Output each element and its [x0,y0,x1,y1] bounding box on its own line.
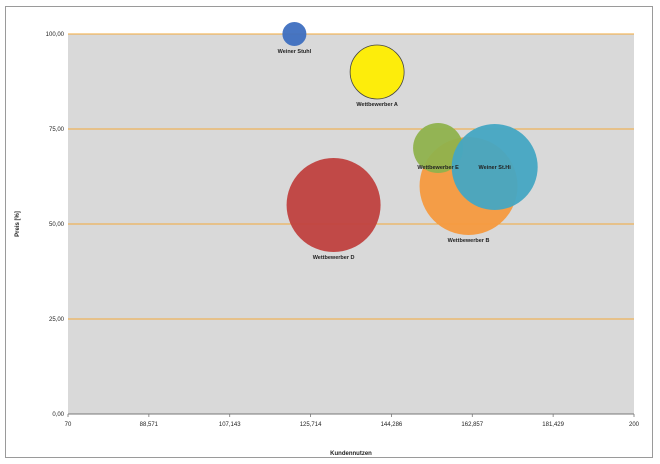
x-axis-title: Kundennutzen [330,451,372,457]
x-tick-label: 70 [65,422,72,428]
bubbles [282,22,538,252]
x-tick-label: 181,429 [542,422,564,428]
y-tick-label: 75,00 [49,127,65,133]
bubble [286,158,381,252]
x-tick-label: 107,143 [219,422,241,428]
bubble-label: Wettbewerber E [417,165,459,171]
bubble-labels: Wettbewerber D Wettbewerber B Wettbewerber… [278,49,512,261]
y-tick-labels: 0,00 25,00 50,00 75,00 100,00 [46,32,65,418]
bubble [451,124,538,210]
y-tick-label: 100,00 [46,32,65,38]
bubble-label: Wettbewerber B [448,238,490,244]
x-tick-labels: 70 88,571 107,143 125,714 144,286 162,857 181,… [65,422,640,428]
x-tick-label: 88,571 [140,422,159,428]
bubble-label: Weiner Stuhl [278,49,312,55]
y-tick-label: 0,00 [52,412,64,418]
y-tick-label: 50,00 [49,222,65,228]
chart-frame: Wettbewerber D Wettbewerber B Wettbewerber… [5,6,653,458]
bubble [349,44,405,100]
bubble [282,22,307,46]
bubble-label: Wettbewerber D [313,255,355,261]
x-tick-label: 200 [629,422,640,428]
x-tick-label: 162,857 [461,422,483,428]
bubble-label: Weiner St.Hi [479,165,512,171]
x-tick-label: 125,714 [300,422,322,428]
bubble-label: Wettbewerber A [356,102,398,108]
bubble [413,123,464,173]
y-axis-title: Preis [%] [15,211,21,237]
x-tick-label: 144,286 [381,422,403,428]
y-tick-label: 25,00 [49,317,65,323]
bubble-chart: Wettbewerber D Wettbewerber B Wettbewerber… [15,22,640,457]
